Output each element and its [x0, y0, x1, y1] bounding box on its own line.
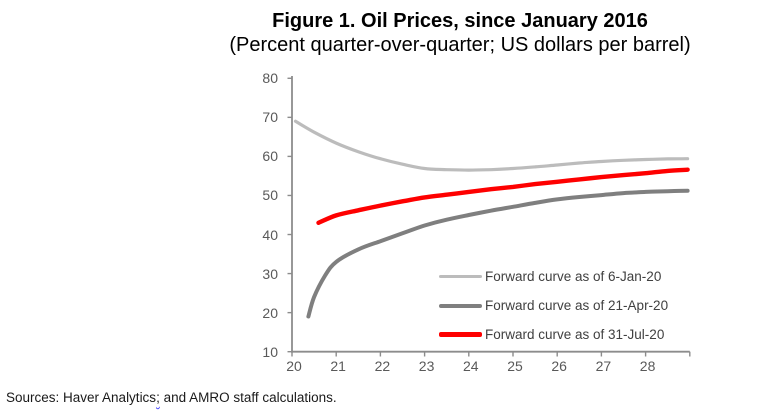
- figure-subtitle: (Percent quarter-over-quarter; US dollar…: [229, 34, 691, 56]
- y-axis-tick-label: 30: [262, 265, 278, 282]
- y-axis-tick-label: 80: [262, 70, 278, 87]
- x-axis-tick-label: 22: [374, 358, 391, 374]
- x-axis-tick-label: 27: [595, 358, 612, 374]
- legend-item-21-apr-20: Forward curve as of 21-Apr-20: [439, 291, 668, 320]
- x-axis-tick-label: 23: [418, 358, 435, 374]
- series-line-0: [293, 119, 690, 172]
- legend-line-swatch-light-gray: [439, 275, 482, 278]
- x-axis-tick-label: 20: [286, 358, 302, 374]
- y-axis-tick-label: 40: [262, 226, 278, 243]
- legend-label: Forward curve as of 31-Jul-20: [485, 327, 665, 342]
- y-axis-tick-label: 20: [262, 304, 278, 321]
- y-axis-tick-label: 60: [262, 148, 278, 165]
- x-axis-tick-label: 24: [463, 358, 479, 374]
- y-axis-tick-label: 10: [262, 343, 278, 360]
- x-axis-tick-label: 21: [330, 358, 346, 374]
- source-note-text: and AMRO staff calculations.: [159, 390, 337, 405]
- source-note-text: Sources: Haver Analytics: [6, 390, 157, 405]
- y-axis-tick-label: 70: [262, 109, 278, 126]
- legend-line-swatch-dark-gray: [439, 303, 482, 308]
- source-note: Sources: Haver Analytics; and AMRO staff…: [6, 390, 337, 405]
- x-axis-tick-label: 26: [551, 358, 567, 374]
- grammar-check-squiggle: ;: [156, 390, 160, 405]
- series-line-2: [316, 167, 690, 225]
- legend-item-6-jan-20: Forward curve as of 6-Jan-20: [439, 262, 668, 291]
- x-axis-tick-label: 25: [507, 358, 523, 374]
- series-line-1: [306, 188, 690, 319]
- legend-label: Forward curve as of 6-Jan-20: [485, 269, 662, 284]
- x-axis-tick-label: 28: [639, 358, 656, 374]
- legend-label: Forward curve as of 21-Apr-20: [485, 298, 669, 313]
- figure-title: Figure 1. Oil Prices, since January 2016: [272, 10, 648, 32]
- chart-legend: Forward curve as of 6-Jan-20 Forward cur…: [439, 262, 668, 349]
- y-axis-tick-label: 50: [262, 187, 278, 204]
- legend-line-swatch-red: [439, 332, 482, 337]
- legend-item-31-jul-20: Forward curve as of 31-Jul-20: [439, 320, 668, 349]
